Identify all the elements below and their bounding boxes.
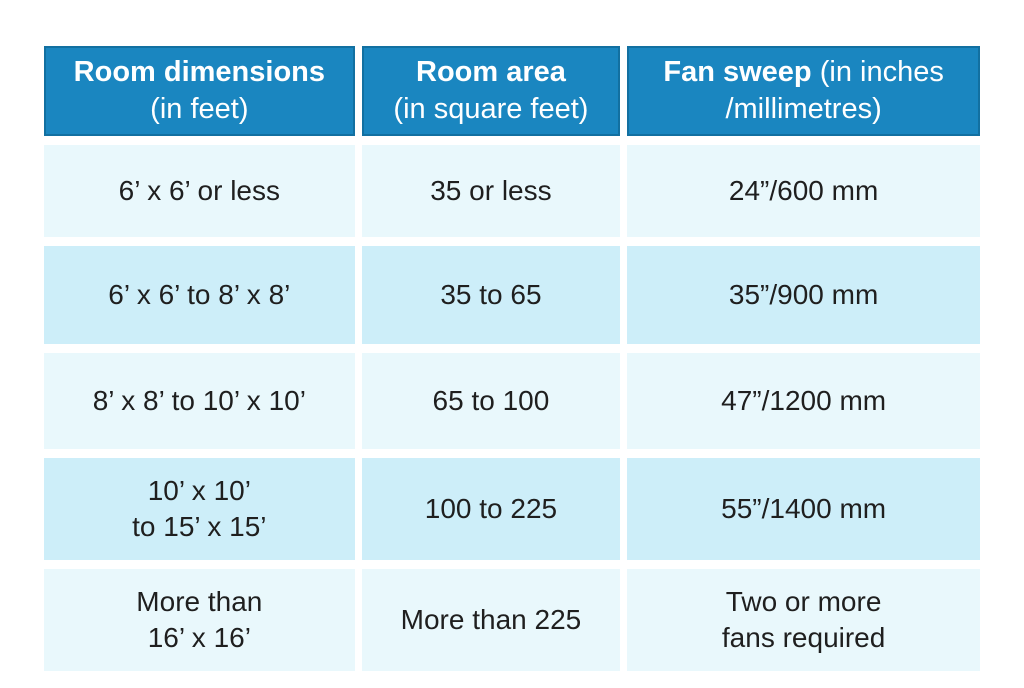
cell-room-dimensions: 6’ x 6’ or less	[44, 145, 355, 237]
header-room-area-title: Room area	[416, 55, 566, 88]
cell-fan-sweep: 55”/1400 mm	[627, 458, 980, 560]
header-fan-sweep: Fan sweep (in inches /millimetres)	[627, 46, 980, 136]
header-room-dimensions-subtitle: (in feet)	[150, 93, 249, 125]
cell-fan-sweep: Two or more fans required	[627, 569, 980, 671]
table-row: 6’ x 6’ to 8’ x 8’ 35 to 65 35”/900 mm	[44, 246, 980, 344]
header-row: Room dimensions (in feet) Room area (in sq…	[44, 46, 980, 136]
table-row: More than 16’ x 16’ More than 225 Two or…	[44, 569, 980, 671]
header-room-dimensions-title: Room dimensions	[73, 55, 326, 88]
cell-room-area: 35 or less	[361, 145, 621, 237]
cell-room-dimensions: 8’ x 8’ to 10’ x 10’	[44, 353, 355, 449]
table-row: 6’ x 6’ or less 35 or less 24”/600 mm	[44, 145, 980, 237]
cell-room-area: 65 to 100	[361, 353, 621, 449]
cell-room-dimensions: 6’ x 6’ to 8’ x 8’	[44, 246, 355, 344]
cell-room-dimensions: More than 16’ x 16’	[44, 569, 355, 671]
header-room-area: Room area (in square feet)	[361, 46, 621, 136]
cell-room-area: 100 to 225	[361, 458, 621, 560]
cell-fan-sweep: 47”/1200 mm	[627, 353, 980, 449]
header-room-area-subtitle: (in square feet)	[393, 93, 589, 125]
header-fan-sweep-subtitle: (in inches /millimetres)	[725, 55, 944, 125]
table-row: 10’ x 10’ to 15’ x 15’ 100 to 225 55”/14…	[44, 458, 980, 560]
cell-fan-sweep: 35”/900 mm	[627, 246, 980, 344]
fan-size-table: Room dimensions (in feet) Room area (in sq…	[37, 37, 987, 680]
header-room-dimensions: Room dimensions (in feet)	[44, 46, 355, 136]
cell-room-area: 35 to 65	[361, 246, 621, 344]
cell-fan-sweep: 24”/600 mm	[627, 145, 980, 237]
header-fan-sweep-title: Fan sweep	[663, 55, 812, 88]
cell-room-area: More than 225	[361, 569, 621, 671]
cell-room-dimensions: 10’ x 10’ to 15’ x 15’	[44, 458, 355, 560]
table-row: 8’ x 8’ to 10’ x 10’ 65 to 100 47”/1200 …	[44, 353, 980, 449]
